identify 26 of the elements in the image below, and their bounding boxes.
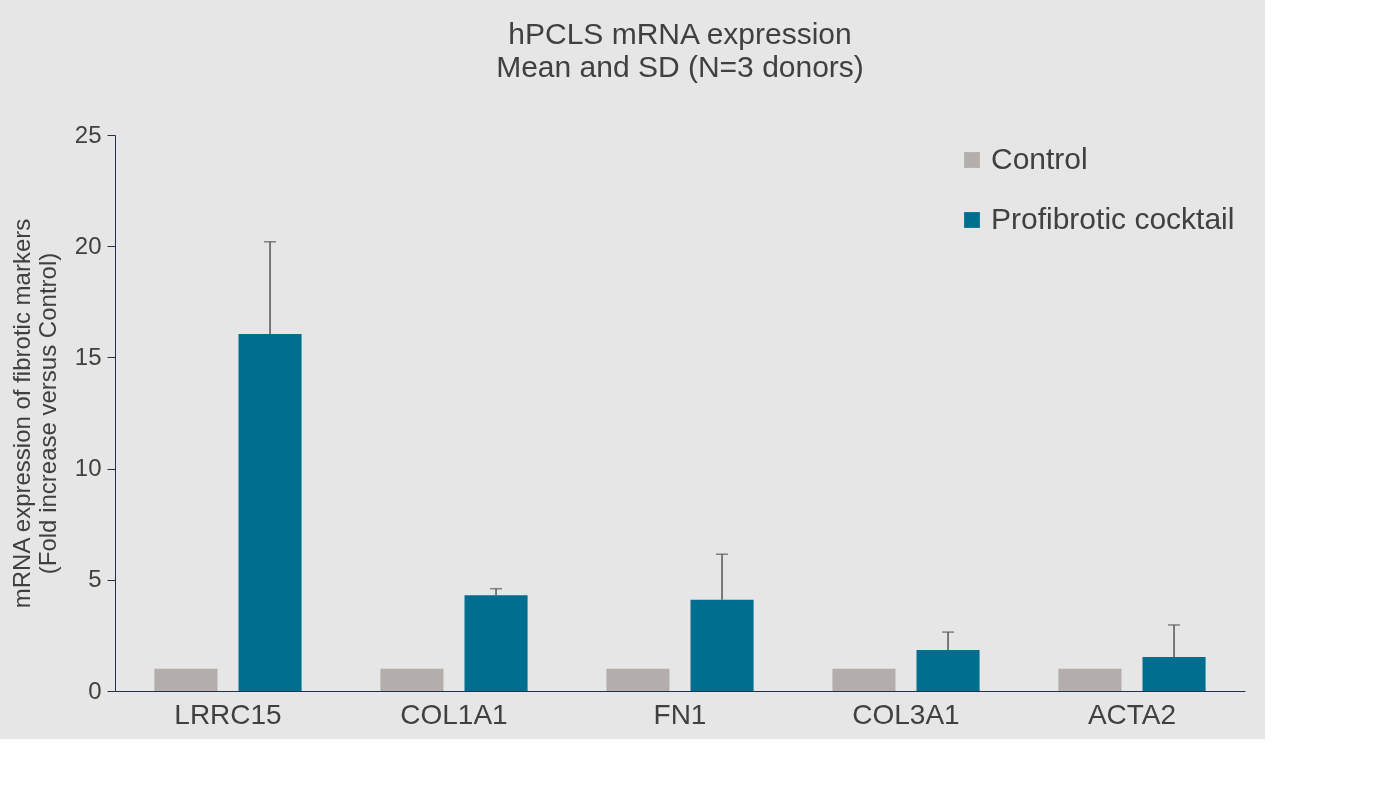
x-tick-label: FN1 bbox=[653, 698, 707, 730]
bar bbox=[832, 668, 896, 691]
bar bbox=[916, 650, 980, 691]
bar bbox=[1142, 656, 1206, 691]
bar bbox=[238, 334, 302, 691]
bar bbox=[380, 668, 444, 691]
bar bbox=[690, 599, 754, 691]
chart-subtitle: Mean and SD (N=3 donors) bbox=[496, 50, 864, 83]
legend-label: Profibrotic cocktail bbox=[991, 202, 1235, 235]
x-tick-label: COL1A1 bbox=[400, 698, 508, 730]
y-tick-label: 0 bbox=[88, 676, 102, 704]
chart-title: hPCLS mRNA expression bbox=[508, 17, 852, 50]
x-tick-label: ACTA2 bbox=[1087, 698, 1177, 730]
bar bbox=[154, 668, 218, 691]
x-tick-label: COL3A1 bbox=[852, 698, 960, 730]
y-tick-label: 25 bbox=[74, 120, 102, 148]
y-axis-title: mRNA expression of fibrotic markers (Fold increase versus Control) bbox=[7, 218, 61, 609]
y-tick-label: 10 bbox=[74, 454, 102, 482]
x-tick-label: LRRC15 bbox=[174, 698, 282, 730]
y-tick-label: 5 bbox=[88, 565, 102, 593]
bar bbox=[464, 595, 528, 691]
y-tick-label: 20 bbox=[74, 231, 102, 259]
bar bbox=[606, 668, 670, 691]
y-tick-label: 15 bbox=[74, 342, 102, 370]
legend-label: Control bbox=[991, 142, 1088, 175]
bar bbox=[1058, 668, 1122, 691]
